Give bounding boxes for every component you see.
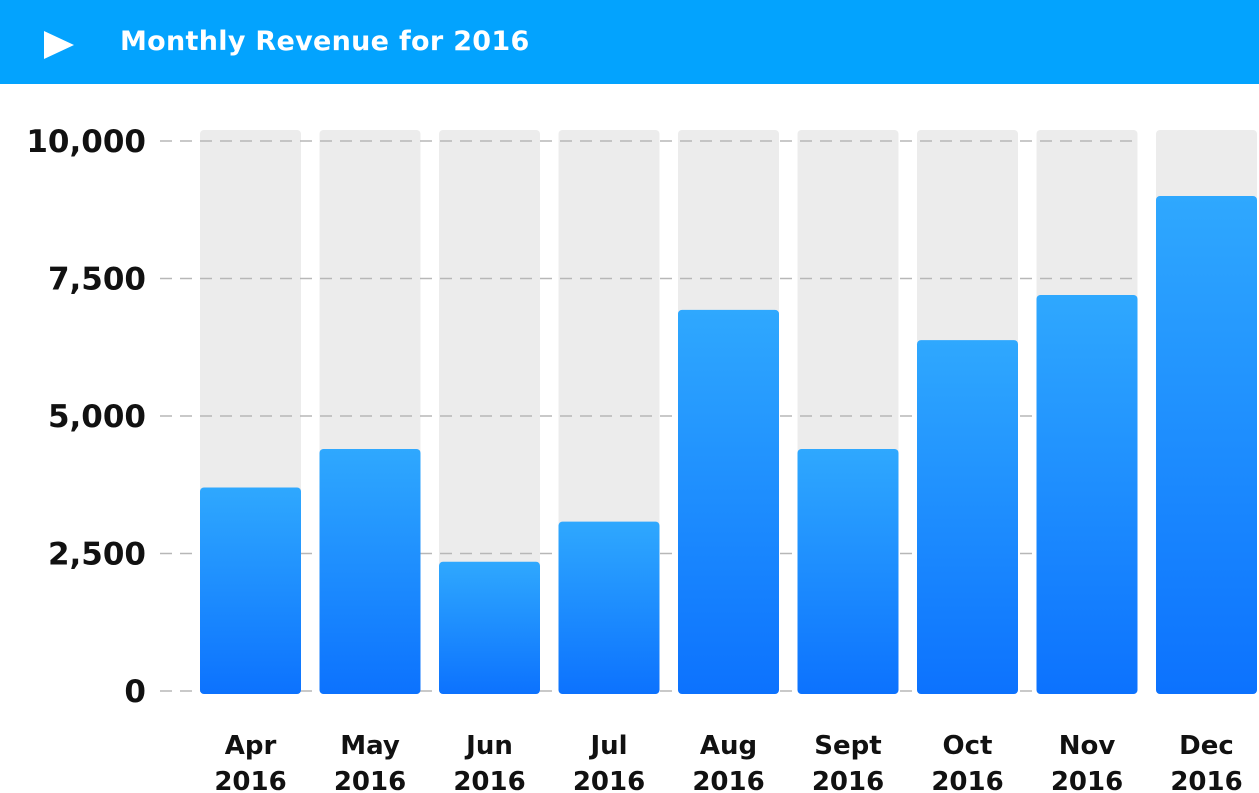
chart-title: Monthly Revenue for 2016 bbox=[120, 26, 530, 57]
bar bbox=[1156, 196, 1257, 694]
y-tick-label: 10,000 bbox=[26, 124, 146, 160]
x-tick-label: Sept 2016 bbox=[812, 731, 884, 793]
x-tick-label: Apr 2016 bbox=[214, 731, 286, 793]
bar bbox=[678, 309, 779, 694]
bar bbox=[1036, 295, 1138, 694]
x-tick-label: Oct 2016 bbox=[931, 731, 1003, 793]
x-tick-label: May 2016 bbox=[334, 731, 406, 793]
bar bbox=[917, 340, 1018, 694]
y-tick-label: 5,000 bbox=[48, 399, 146, 435]
revenue-bar-chart: 0 2,500 5,000 7,500 10,000 Apr 2016 May 2016 Jun… bbox=[26, 124, 1257, 793]
bar bbox=[797, 449, 899, 694]
x-tick-label: Dec 2016 bbox=[1170, 731, 1242, 793]
play-icon bbox=[44, 31, 74, 59]
x-tick-label: Aug 2016 bbox=[692, 731, 764, 793]
chart-header: Monthly Revenue for 2016 bbox=[0, 0, 1259, 84]
y-tick-label: 0 bbox=[124, 674, 146, 710]
x-tick-label: Jul 2016 bbox=[573, 731, 645, 793]
bar bbox=[200, 487, 301, 694]
bar bbox=[558, 521, 660, 694]
x-tick-label: Jun 2016 bbox=[453, 731, 525, 793]
y-tick-label: 2,500 bbox=[48, 537, 146, 573]
bar bbox=[319, 449, 421, 694]
x-tick-label: Nov 2016 bbox=[1051, 731, 1123, 793]
bar bbox=[439, 561, 540, 694]
y-tick-label: 7,500 bbox=[48, 262, 146, 298]
